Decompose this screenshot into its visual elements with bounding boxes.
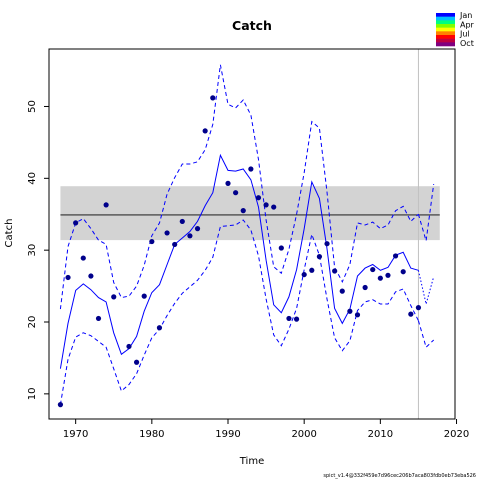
observed-point xyxy=(164,230,170,236)
legend-swatch xyxy=(436,35,455,39)
observed-point xyxy=(316,254,323,260)
observed-point xyxy=(377,275,383,281)
observed-point xyxy=(126,343,132,350)
observed-point xyxy=(225,180,231,186)
msy-band-layer xyxy=(60,49,440,419)
chart-title: Catch xyxy=(232,18,272,33)
footer-text: spict_v1.4@332f459e7d96cec206b7aca803fdb… xyxy=(323,473,476,479)
observed-point xyxy=(370,266,376,273)
legend-entry: Jul xyxy=(459,30,470,39)
x-tick-label: 2000 xyxy=(291,429,316,440)
legend-swatch xyxy=(436,13,455,17)
y-tick-label: 10 xyxy=(27,387,38,400)
observed-point xyxy=(194,226,201,232)
legend-swatch xyxy=(436,27,455,32)
axes-layer: 1970 1980 1990 2000 2010 2020 10 20 30 40 50 xyxy=(27,48,469,440)
observed-point xyxy=(80,255,86,261)
y-tick-label: 50 xyxy=(27,100,38,113)
observed-point xyxy=(202,128,208,134)
observed-point xyxy=(339,288,345,294)
observed-point xyxy=(179,218,185,225)
legend-entry: Jan xyxy=(459,11,472,20)
observed-point xyxy=(309,267,315,273)
observed-point xyxy=(347,308,353,314)
observed-point xyxy=(293,316,300,322)
x-tick-label: 2020 xyxy=(444,429,469,440)
observed-point xyxy=(278,245,284,251)
observed-point xyxy=(57,402,64,408)
series-lower xyxy=(59,219,419,405)
observed-point xyxy=(362,284,368,291)
observed-point xyxy=(73,220,79,226)
observed-point xyxy=(286,315,292,322)
observed-point xyxy=(271,204,277,210)
observed-point xyxy=(400,269,406,275)
legend-entry: Apr xyxy=(460,20,475,29)
x-tick-label: 1990 xyxy=(215,429,240,440)
observed-point xyxy=(392,253,399,259)
observed-point xyxy=(95,315,102,322)
observed-point xyxy=(354,312,361,318)
series-forecast xyxy=(417,270,435,305)
legend-swatch xyxy=(436,31,455,36)
legend-swatch xyxy=(436,24,455,28)
series-upper xyxy=(59,64,419,310)
legend-swatch xyxy=(436,42,455,47)
observed-point xyxy=(156,325,163,331)
observed-point xyxy=(172,241,178,248)
observed-point xyxy=(248,166,254,172)
observed-point xyxy=(385,272,391,278)
observed-point xyxy=(301,271,307,278)
series-forecast-lower xyxy=(417,320,435,349)
observed-point xyxy=(149,238,155,245)
legend-swatch xyxy=(436,20,455,25)
observed-point xyxy=(263,202,269,208)
observed-point xyxy=(324,241,330,247)
legend-swatch xyxy=(436,16,455,21)
legend-entry: Oct xyxy=(460,39,474,48)
series-estimate xyxy=(59,153,419,369)
observed-point xyxy=(415,305,422,311)
y-tick-label: 30 xyxy=(27,244,38,257)
series-forecast-upper xyxy=(417,184,435,241)
series-layer xyxy=(59,64,435,405)
observed-point xyxy=(88,273,94,279)
legend-swatch xyxy=(436,38,455,43)
observed-point xyxy=(65,274,71,281)
observed-point xyxy=(210,95,216,101)
observed-point xyxy=(111,294,117,300)
y-tick-label: 40 xyxy=(27,172,38,185)
observed-point xyxy=(332,268,338,274)
observed-point xyxy=(240,208,246,214)
observed-point xyxy=(187,233,193,239)
x-tick-label: 1980 xyxy=(139,429,164,440)
plot-frame xyxy=(48,48,456,420)
x-tick-label: 1970 xyxy=(63,429,88,440)
observed-point xyxy=(141,293,147,299)
observed-points-layer xyxy=(57,95,422,408)
observed-point xyxy=(103,202,109,208)
x-tick-label: 2010 xyxy=(368,429,393,440)
observed-point xyxy=(408,311,414,317)
y-axis-label: Catch xyxy=(4,219,15,248)
observed-point xyxy=(233,190,239,196)
msy-band xyxy=(60,186,440,241)
observed-point xyxy=(133,359,140,365)
y-tick-label: 20 xyxy=(27,316,38,329)
x-axis-label: Time xyxy=(239,456,264,467)
observed-point xyxy=(255,195,262,201)
